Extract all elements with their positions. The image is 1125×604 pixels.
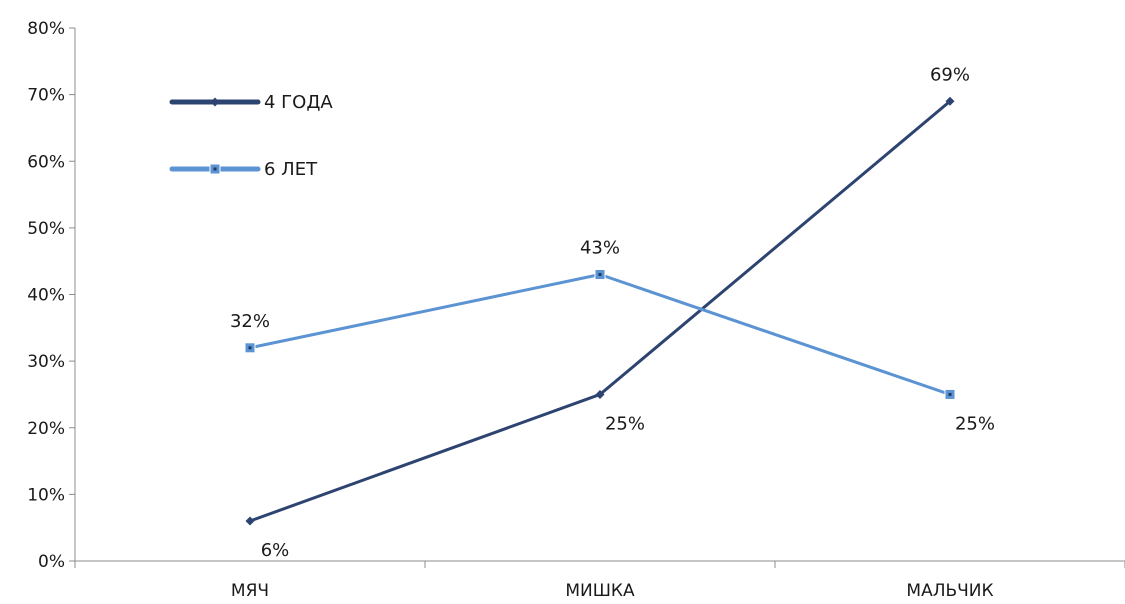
data-point-marker <box>245 516 255 526</box>
legend-label: 6 ЛЕТ <box>264 159 318 180</box>
data-label: 43% <box>580 238 620 259</box>
y-tick-label: 30% <box>27 352 65 372</box>
y-tick-label: 80% <box>27 19 65 39</box>
series-group <box>244 96 956 526</box>
axes: 0% 10% 20% 30% 40% 50% 60% 70% 80% МЯЧ МИШКА МАЛЬЧИ… <box>27 19 1125 601</box>
y-tick-label: 20% <box>27 419 65 439</box>
data-point-marker-center <box>248 346 252 350</box>
x-tick-label: МАЛЬЧИК <box>906 581 993 601</box>
data-label: 25% <box>955 413 995 434</box>
legend-label: 4 ГОДА <box>264 92 333 113</box>
data-point-marker-center <box>213 167 217 171</box>
y-tick-label: 70% <box>27 86 65 106</box>
data-point-marker <box>595 389 605 399</box>
legend: 4 ГОДА 6 ЛЕТ <box>169 92 333 180</box>
data-point-marker <box>945 96 955 106</box>
y-tick-label: 50% <box>27 219 65 239</box>
data-point-marker-center <box>948 392 952 396</box>
x-tick-label: МИШКА <box>565 581 635 601</box>
data-label: 32% <box>230 311 270 332</box>
series-line-2 <box>249 273 951 396</box>
y-tick-label: 40% <box>27 286 65 306</box>
y-tick-label: 10% <box>27 485 65 505</box>
data-label: 6% <box>261 540 290 561</box>
series-line-1 <box>249 100 951 523</box>
y-tick-label: 60% <box>27 152 65 172</box>
data-labels: 6% 25% 69% 32% 43% 25% <box>230 64 995 561</box>
data-point-marker-center <box>598 273 602 277</box>
x-tick-label: МЯЧ <box>231 581 269 601</box>
data-point-marker <box>210 97 220 107</box>
data-label: 25% <box>605 413 645 434</box>
y-tick-label: 0% <box>38 552 65 572</box>
data-label: 69% <box>930 64 970 85</box>
